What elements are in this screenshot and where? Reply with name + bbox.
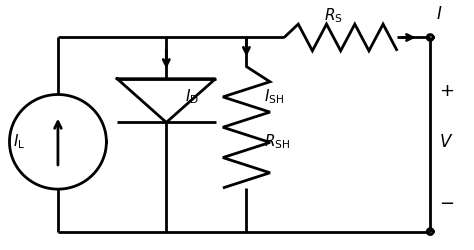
Text: $I_\mathrm{L}$: $I_\mathrm{L}$	[13, 132, 26, 151]
Text: $-$: $-$	[438, 194, 454, 212]
Text: $I$: $I$	[437, 5, 443, 23]
Text: $+$: $+$	[438, 82, 454, 100]
Text: $I_\mathrm{D}$: $I_\mathrm{D}$	[185, 88, 199, 106]
Text: $R_\mathrm{SH}$: $R_\mathrm{SH}$	[264, 132, 290, 151]
Text: $V$: $V$	[439, 133, 454, 151]
Text: $R_\mathrm{S}$: $R_\mathrm{S}$	[324, 7, 343, 25]
Text: $I_\mathrm{SH}$: $I_\mathrm{SH}$	[264, 88, 284, 106]
